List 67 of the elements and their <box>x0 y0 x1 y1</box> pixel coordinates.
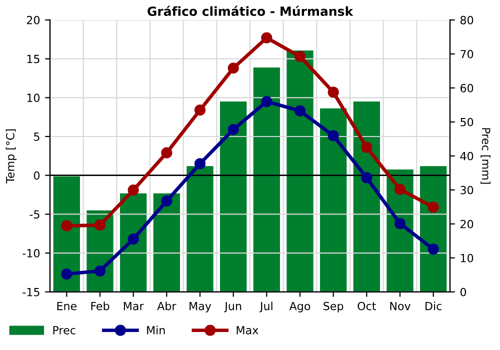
bar <box>286 50 314 292</box>
point <box>128 234 139 245</box>
y-tick-label: 20 <box>26 16 40 24</box>
bar <box>420 166 447 292</box>
point <box>361 172 372 184</box>
point <box>261 96 272 108</box>
y-tick-label: -15 <box>22 288 40 296</box>
point <box>194 158 206 170</box>
point <box>394 184 406 195</box>
y2-tick-label: 70 <box>460 50 474 58</box>
y2-tick-label: 60 <box>460 84 474 92</box>
point <box>228 62 239 74</box>
legend-label: Prec <box>53 326 76 334</box>
y-axis-title: Temp [°C] <box>6 129 17 184</box>
bar <box>253 68 280 292</box>
chart-title: Gráfico climático - Múrmansk <box>148 6 354 16</box>
bar <box>53 176 80 292</box>
x-tick-label: Abr <box>157 302 176 310</box>
y2-axis-title: Prec [mm] <box>480 128 491 184</box>
x-tick-label: Oct <box>358 302 376 310</box>
x-tick-label: Nov <box>390 302 411 310</box>
x-tick-label: Dic <box>426 302 442 310</box>
point <box>94 265 106 276</box>
point <box>328 86 339 98</box>
bar <box>186 166 214 292</box>
y2-tick-label: 50 <box>460 118 474 126</box>
y2-tick-label: 80 <box>460 16 474 24</box>
legend-label: Max <box>236 326 258 334</box>
y2-tick-label: 30 <box>460 186 474 194</box>
point <box>294 105 306 116</box>
point <box>194 104 206 116</box>
point <box>61 268 72 280</box>
point <box>161 147 172 158</box>
bar <box>220 102 247 292</box>
y-tick-label: 10 <box>27 94 40 102</box>
y2-tick-label: 40 <box>460 152 474 160</box>
point <box>61 220 72 232</box>
bar <box>153 193 180 292</box>
y2-tick-label: 20 <box>460 220 474 228</box>
y2-tick-label: 10 <box>460 254 474 262</box>
x-tick-label: Mar <box>124 302 144 310</box>
y-tick-label: 0 <box>34 171 40 180</box>
y-tick-label: -5 <box>30 210 40 219</box>
x-tick-label: Jun <box>224 302 242 312</box>
bar <box>320 108 347 292</box>
x-tick-label: Ago <box>289 302 310 312</box>
x-tick-label: Ene <box>57 302 77 310</box>
point <box>94 220 106 231</box>
point <box>328 130 339 142</box>
point <box>128 184 139 196</box>
point <box>294 50 306 62</box>
y2-tick-label: 0 <box>460 288 466 296</box>
point <box>261 32 272 44</box>
point <box>228 124 239 136</box>
point <box>428 244 439 255</box>
x-tick-label: Feb <box>91 302 110 310</box>
x-tick-label: Jul <box>259 302 272 312</box>
y-tick-label: 5 <box>34 132 40 141</box>
point <box>361 142 372 153</box>
y-tick-label: -10 <box>22 249 40 258</box>
point <box>428 202 439 213</box>
point <box>161 195 172 207</box>
legend-label: Min <box>147 326 165 334</box>
y-tick-label: 15 <box>27 54 40 64</box>
point <box>394 218 406 230</box>
x-tick-label: Sep <box>324 302 344 312</box>
x-tick-label: May <box>190 302 212 312</box>
